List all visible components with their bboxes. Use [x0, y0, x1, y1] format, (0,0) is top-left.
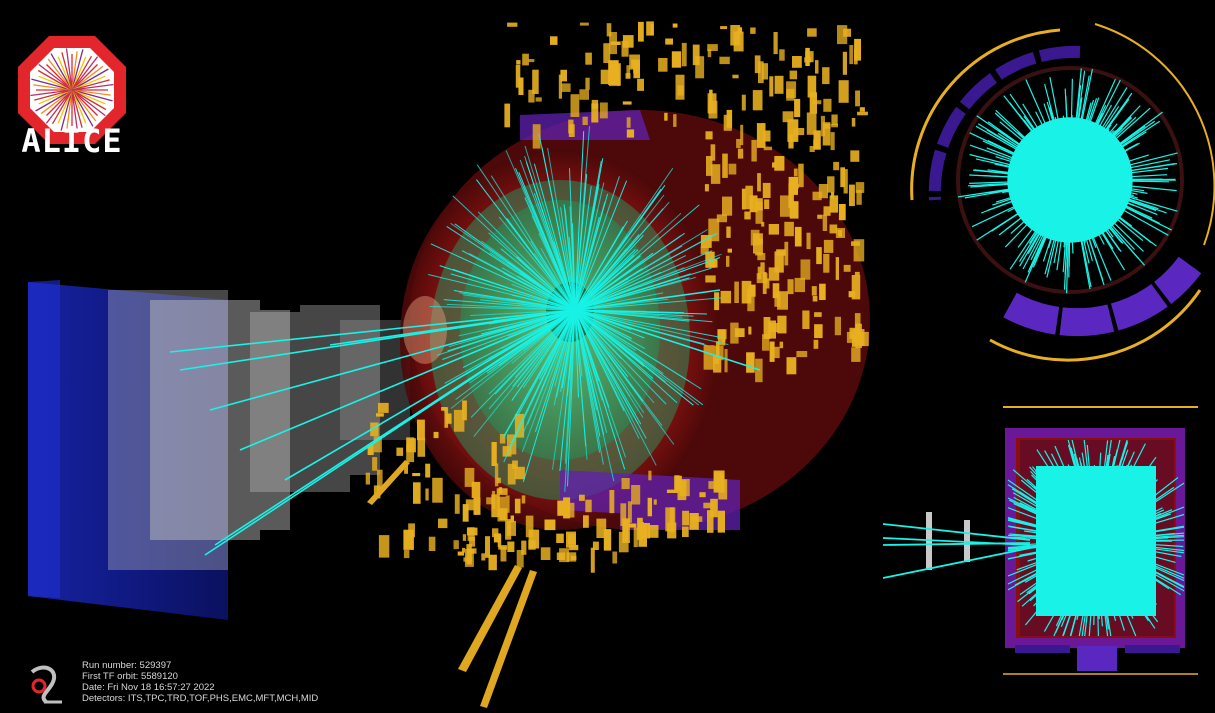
muon-arm-planes — [28, 280, 228, 620]
first-tf-orbit: First TF orbit: 5589120 — [82, 671, 178, 682]
high-energy-clusters — [367, 460, 537, 708]
longitudinal-view — [882, 406, 1198, 675]
alice-wordmark: ALICE — [21, 122, 123, 160]
calorimeter-towers — [365, 21, 869, 573]
particle-tracks — [428, 126, 729, 492]
o2-logo — [30, 665, 62, 704]
detectors-list: Detectors: ITS,TPC,TRD,TOF,PHS,EMC,MFT,M… — [82, 693, 319, 704]
run-date: Date: Fri Nov 18 16:57:27 2022 — [82, 682, 215, 693]
run-number: Run number: 529397 — [82, 660, 172, 671]
run-info-panel: Run number: 529397 First TF orbit: 55891… — [82, 660, 318, 704]
forward-tracks — [169, 289, 761, 556]
transverse-view — [910, 23, 1215, 362]
alice-logo — [18, 36, 126, 144]
